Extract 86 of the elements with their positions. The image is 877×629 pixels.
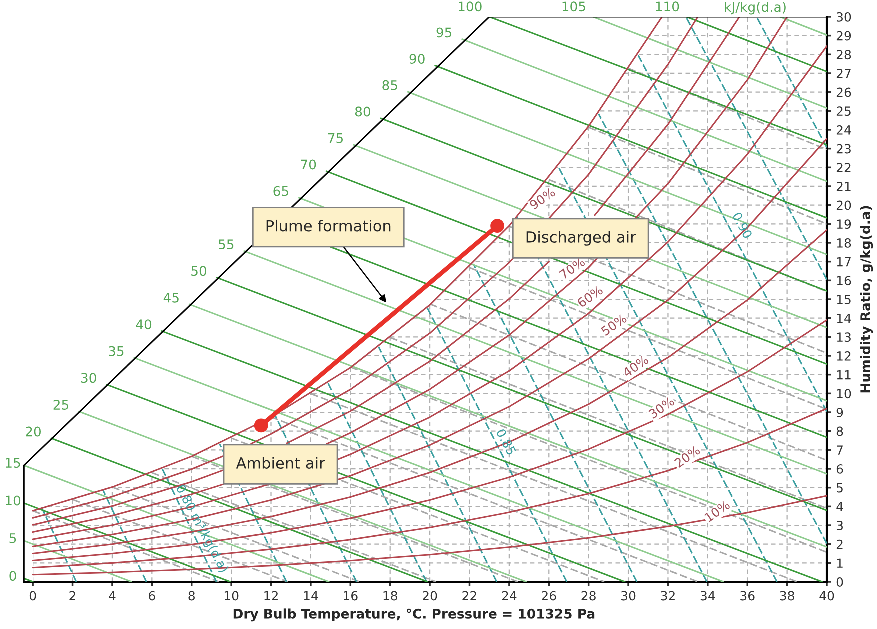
y-tick-label: 9 [836, 408, 844, 418]
annotation: 0.85 [496, 428, 517, 456]
annotation: 35 [109, 346, 124, 356]
x-tick-label: 30 [622, 591, 636, 601]
x-tick-label: 4 [109, 591, 116, 601]
y-tick-label: 20 [836, 200, 852, 210]
annotation: 80 [355, 106, 370, 117]
annotation: Plume formation [266, 220, 391, 232]
y-tick-label: 16 [837, 276, 852, 286]
y-tick-label: 6 [836, 464, 844, 474]
annotation: 0.90 [732, 212, 753, 240]
y-tick-label: 22 [836, 163, 851, 172]
annotation: 85 [382, 80, 398, 90]
y-tick-label: 26 [836, 88, 852, 98]
y-tick-label: 30 [836, 12, 852, 22]
annotation: 45 [164, 293, 179, 303]
y-tick-label: 25 [836, 106, 851, 116]
y-axis-title: Humidity Ratio, g/kg(d.a) [860, 206, 874, 393]
annotation: 65 [274, 186, 288, 196]
x-tick-label: 12 [264, 591, 278, 601]
x-tick-label: 34 [700, 591, 716, 601]
y-tick-label: 8 [836, 426, 844, 436]
x-tick-label: 8 [188, 591, 195, 601]
x-tick-label: 22 [462, 591, 476, 601]
y-tick-label: 4 [836, 502, 844, 512]
annotation: 40% [622, 354, 650, 378]
annotation: 40 [136, 320, 152, 330]
x-tick-label: 24 [502, 591, 517, 601]
y-tick-label: 7 [837, 446, 843, 455]
annotation: 90% [529, 187, 556, 210]
annotation: 70% [559, 257, 586, 280]
y-tick-label: 14 [837, 314, 852, 324]
x-tick-label: 10 [224, 591, 239, 601]
annotation: 25 [54, 400, 69, 410]
y-tick-label: 0 [836, 577, 844, 587]
x-tick-label: 26 [542, 591, 556, 601]
x-tick-label: 36 [740, 591, 755, 601]
annotation: Discharged air [526, 231, 636, 246]
y-tick-label: 19 [837, 220, 852, 230]
annotation: 50 [192, 266, 207, 276]
annotation: 105 [562, 2, 586, 12]
y-tick-label: 1 [837, 558, 843, 568]
x-tick-label: 18 [384, 591, 398, 601]
annotation: Ambient air [236, 457, 326, 470]
y-tick-label: 15 [837, 295, 851, 304]
x-tick-label: 28 [582, 591, 596, 601]
y-tick-label: 10 [837, 389, 852, 399]
x-tick-label: 32 [661, 591, 675, 601]
y-tick-label: 2 [836, 540, 843, 550]
x-tick-label: 38 [780, 591, 794, 601]
x-tick-label: 2 [70, 591, 76, 601]
annotation: 110 [656, 2, 680, 12]
x-tick-label: 0 [30, 591, 36, 601]
x-tick-label: 14 [304, 591, 318, 601]
annotation: 90 [410, 54, 425, 64]
annotation: 75 [328, 134, 344, 144]
annotation: 5 [10, 534, 16, 544]
x-axis-title: Dry Bulb Temperature, °C. Pressure = 101325 Pa [234, 608, 595, 622]
annotation: 55 [219, 240, 234, 250]
y-tick-label: 5 [837, 483, 843, 493]
y-tick-label: 23 [836, 144, 851, 154]
annotation: 95 [436, 28, 452, 38]
y-tick-label: 3 [836, 520, 843, 530]
x-tick-label: 20 [423, 591, 438, 601]
y-tick-label: 12 [837, 351, 851, 361]
y-tick-label: 28 [836, 50, 852, 60]
annotation: 0 [10, 571, 16, 582]
y-tick-label: 18 [837, 238, 852, 248]
y-tick-label: 17 [837, 257, 851, 267]
annotation: 100 [459, 2, 482, 12]
annotation: 15 [6, 458, 20, 468]
annotation: 70 [301, 160, 316, 170]
x-tick-label: 16 [344, 591, 358, 601]
y-tick-label: 13 [837, 332, 851, 342]
annotation: 20 [26, 426, 41, 437]
text: kJ/kg(d.a) [725, 2, 786, 15]
x-tick-label: 40 [820, 591, 834, 601]
annotation: 60% [576, 285, 604, 308]
annotation: 10 [6, 496, 21, 506]
x-tick-label: 6 [149, 591, 156, 601]
y-tick-label: 24 [836, 125, 852, 135]
y-tick-label: 29 [836, 31, 852, 41]
annotation: 30 [81, 373, 96, 384]
y-tick-label: 21 [836, 182, 851, 192]
y-tick-label: 27 [836, 68, 851, 78]
y-tick-label: 11 [837, 370, 851, 380]
